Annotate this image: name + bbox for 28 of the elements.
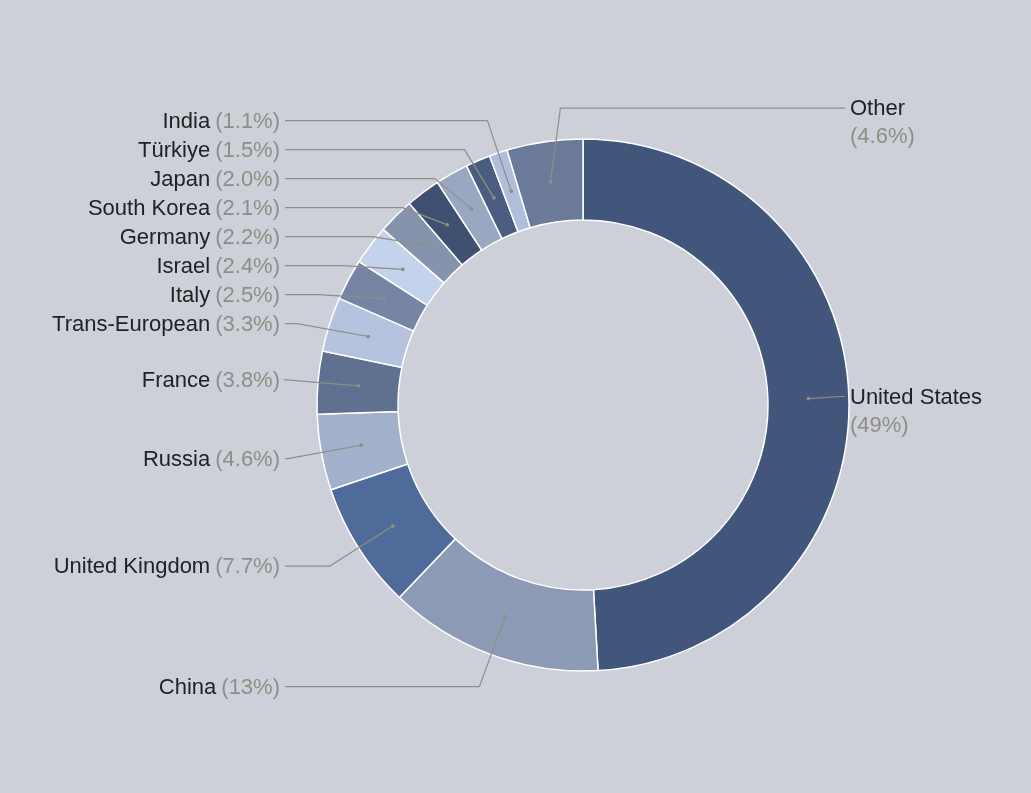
- data-label: (4.6%): [215, 445, 280, 471]
- slice-label: Trans-European: [52, 310, 211, 336]
- slice-label: Other: [850, 95, 906, 121]
- data-label: (1.5%): [215, 136, 280, 162]
- data-label: (13%): [221, 673, 280, 699]
- slice-label: United Kingdom: [53, 553, 211, 579]
- data-label: (3.3%): [215, 310, 280, 336]
- slice-label: South Korea: [87, 194, 211, 220]
- data-label: (49%): [850, 411, 909, 437]
- slice-label: Italy: [169, 281, 211, 307]
- data-label: (2.4%): [215, 252, 280, 278]
- data-label: (1.1%): [215, 107, 280, 133]
- slice-label: Japan: [150, 165, 211, 191]
- slice-label: Türkiye: [138, 136, 211, 162]
- slice-label: Israel: [156, 252, 211, 278]
- data-label: (4.6%): [850, 123, 915, 149]
- slice-label: Germany: [119, 223, 211, 249]
- data-label: (2.1%): [215, 194, 280, 220]
- data-label: (2.5%): [215, 281, 280, 307]
- data-label: (3.8%): [215, 366, 280, 392]
- slice-label: China: [158, 673, 218, 699]
- slice-label: Russia: [142, 445, 211, 471]
- data-label: (7.7%): [215, 553, 280, 579]
- slice-label: United States: [850, 383, 983, 409]
- slice-label: France: [141, 366, 211, 392]
- slice-label: India: [162, 107, 211, 133]
- data-label: (2.2%): [215, 223, 280, 249]
- data-label: (2.0%): [215, 165, 280, 191]
